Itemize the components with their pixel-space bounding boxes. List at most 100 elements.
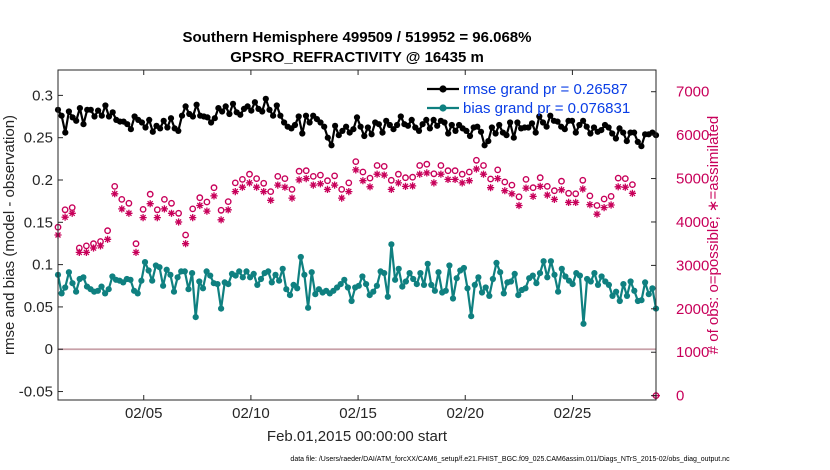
bias-point	[598, 273, 605, 280]
bias-point	[406, 270, 413, 277]
bias-point	[420, 281, 428, 288]
possible-obs-marker	[565, 189, 572, 197]
possible-obs-marker	[295, 167, 303, 175]
bias-point	[98, 283, 105, 290]
possible-obs-marker	[238, 175, 246, 183]
rmse-point	[295, 113, 302, 120]
bias-point	[410, 275, 417, 283]
rmse-point	[554, 118, 561, 125]
y-tick-label-right: 3000	[676, 257, 709, 274]
bias-point	[442, 287, 449, 294]
bias-point	[149, 277, 156, 284]
possible-obs-marker	[153, 206, 161, 214]
y-tick-label-left: 0.05	[24, 299, 53, 316]
possible-obs-marker	[61, 206, 69, 214]
rmse-point	[547, 112, 554, 119]
bias-point	[301, 271, 308, 278]
bias-point	[569, 281, 576, 288]
assimilated-obs-marker	[586, 201, 594, 209]
rmse-point	[160, 117, 167, 124]
y-axis-right: 0 1000 2000 3000 4000 5000 6000 7000	[651, 84, 709, 405]
assimilated-obs-marker	[572, 198, 580, 206]
y-tick-label-left: 0.1	[32, 257, 53, 274]
assimilated-obs-marker	[508, 190, 516, 198]
rmse-point	[109, 109, 116, 116]
legend-item-rmse: rmse grand pr = 0.26587	[427, 81, 628, 98]
bias-point	[497, 269, 504, 276]
rmse-point	[397, 113, 404, 120]
assimilated-obs-marker	[323, 185, 332, 193]
bias-point	[94, 287, 101, 294]
possible-obs-marker	[331, 172, 338, 180]
possible-obs-marker	[522, 175, 530, 183]
bias-point	[359, 273, 366, 280]
x-axis: 02/05 02/10 02/15 02/20 02/25	[125, 70, 591, 422]
bias-point	[395, 265, 402, 272]
possible-obs-marker	[281, 175, 289, 183]
bias-point	[631, 287, 638, 294]
y-tick-label-right: 6000	[676, 127, 709, 144]
bias-point	[580, 320, 587, 327]
bias-point	[73, 288, 80, 295]
rmse-point	[503, 132, 510, 139]
x-tick-label: 02/25	[554, 405, 592, 422]
rmse-point	[426, 125, 433, 132]
assimilated-obs-marker	[331, 181, 339, 189]
bias-point	[620, 281, 627, 288]
rmse-point	[164, 124, 171, 131]
possible-obs-marker	[309, 172, 317, 180]
assimilated-obs-marker	[61, 213, 69, 221]
assimilated-obs-marker	[82, 248, 90, 256]
rmse-point	[98, 112, 105, 119]
assimilated-obs-marker	[260, 188, 268, 196]
bias-point	[341, 276, 348, 283]
possible-obs-marker	[536, 174, 544, 182]
rmse-point	[528, 120, 536, 127]
rmse-point	[248, 107, 255, 114]
assimilated-obs-marker	[444, 175, 452, 183]
bias-point	[511, 270, 518, 277]
possible-obs-marker	[260, 179, 268, 187]
assimilated-obs-marker	[366, 183, 374, 191]
bias-point	[388, 241, 395, 248]
possible-obs-marker	[182, 231, 190, 239]
assimilated-obs-marker	[309, 181, 317, 189]
assimilated-obs-marker	[253, 183, 261, 191]
rmse-point	[251, 99, 258, 106]
plot-frame	[57, 69, 657, 401]
bias-point	[160, 282, 167, 289]
possible-obs-marker	[387, 176, 395, 184]
rmse-point	[270, 112, 277, 119]
bias-point	[402, 278, 409, 285]
assimilated-obs-marker	[628, 189, 636, 197]
possible-obs-marker	[629, 181, 636, 189]
y-axis-left-label: rmse and bias (model - observation)	[1, 115, 18, 355]
bias-point	[540, 258, 547, 265]
possible-obs-marker	[175, 209, 183, 217]
bias-point	[591, 270, 598, 277]
bias-point	[305, 304, 312, 311]
rmse-point	[474, 123, 481, 130]
assimilated-obs-marker	[487, 184, 495, 192]
bias-point	[399, 283, 406, 290]
possible-obs-marker	[231, 179, 239, 187]
possible-obs-marker	[302, 167, 310, 175]
bias-point	[225, 281, 232, 288]
bias-point	[337, 281, 344, 288]
possible-obs-marker	[274, 172, 282, 180]
rmse-point	[328, 142, 335, 149]
assimilated-obs-marker	[132, 248, 140, 256]
bias-point	[417, 270, 424, 277]
assimilated-obs-marker	[373, 170, 381, 178]
rmse-point	[266, 106, 273, 113]
assimilated-obs-marker	[607, 201, 615, 209]
rmse-point	[58, 112, 65, 119]
rmse-point	[157, 125, 164, 132]
rmse-point	[353, 114, 361, 121]
assimilated-obs-marker	[104, 235, 112, 243]
bias-point	[645, 291, 652, 298]
assimilated-obs-marker	[295, 176, 303, 184]
bias-point	[218, 305, 225, 312]
bias-point	[105, 286, 112, 293]
rmse-point	[229, 100, 237, 107]
